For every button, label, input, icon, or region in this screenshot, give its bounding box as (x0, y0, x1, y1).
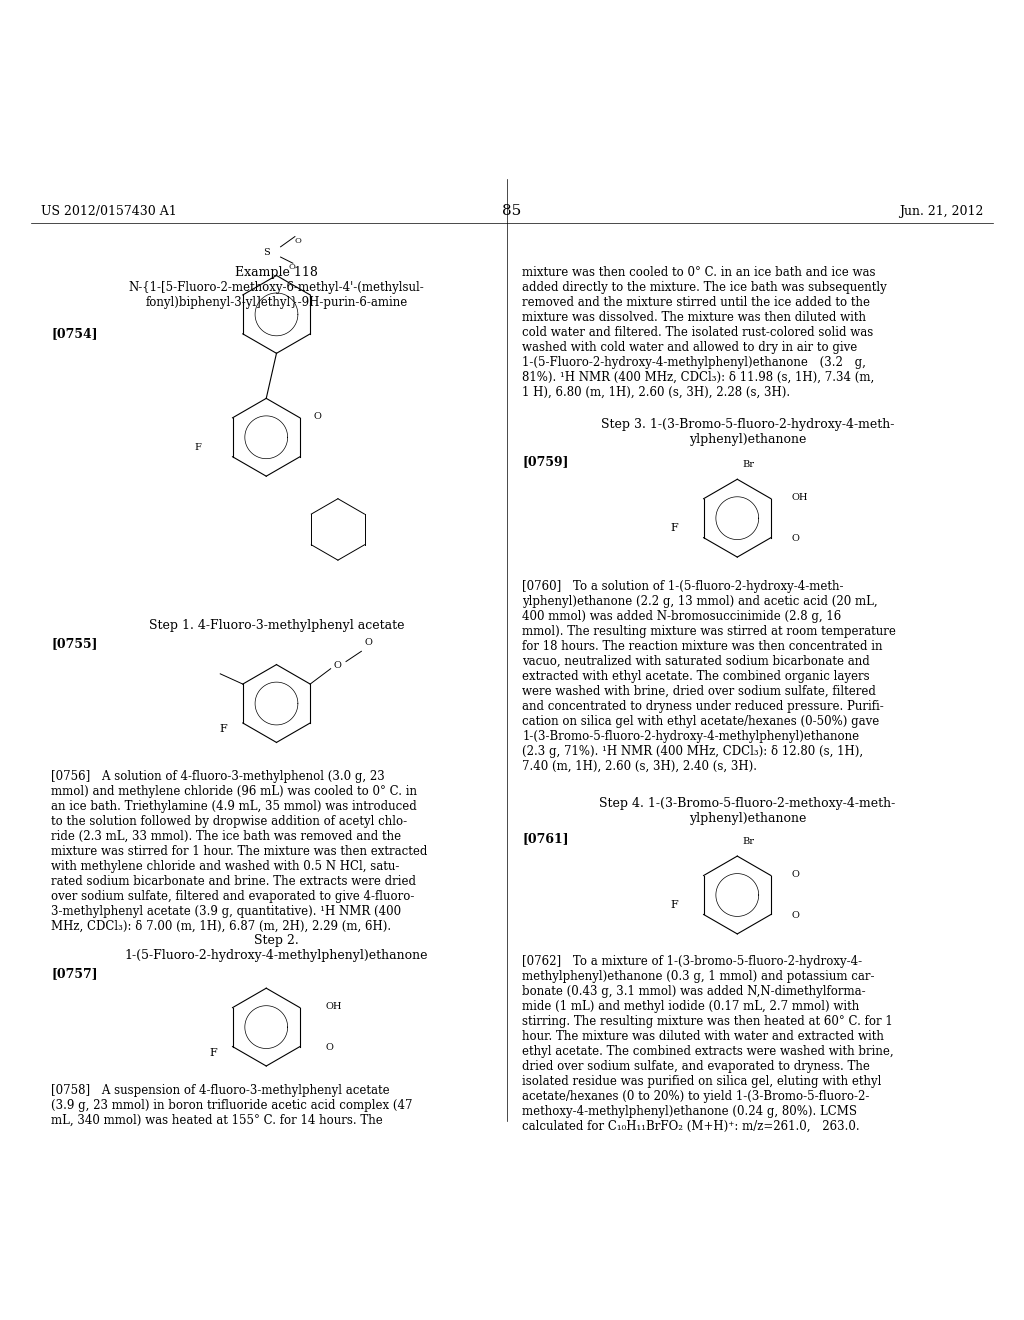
Text: [0755]: [0755] (51, 638, 97, 651)
Text: [0756] A solution of 4-fluoro-3-methylphenol (3.0 g, 23
mmol) and methylene chlo: [0756] A solution of 4-fluoro-3-methylph… (51, 770, 428, 932)
Text: [0754]: [0754] (51, 327, 98, 341)
Text: [0758] A suspension of 4-fluoro-3-methylphenyl acetate
(3.9 g, 23 mmol) in boron: [0758] A suspension of 4-fluoro-3-methyl… (51, 1084, 413, 1127)
Text: Br: Br (742, 461, 755, 469)
Text: US 2012/0157430 A1: US 2012/0157430 A1 (41, 205, 177, 218)
Text: [0762] To a mixture of 1-(3-bromo-5-fluoro-2-hydroxy-4-
methylphenyl)ethanone (0: [0762] To a mixture of 1-(3-bromo-5-fluo… (522, 954, 894, 1133)
Text: mixture was then cooled to 0° C. in an ice bath and ice was
added directly to th: mixture was then cooled to 0° C. in an i… (522, 265, 887, 399)
Text: Jun. 21, 2012: Jun. 21, 2012 (899, 205, 983, 218)
Text: O: O (792, 911, 800, 920)
Text: [0759]: [0759] (522, 455, 568, 469)
Text: F: F (219, 725, 227, 734)
Text: [0761]: [0761] (522, 832, 569, 845)
Text: OH: OH (792, 494, 808, 502)
Text: O: O (313, 412, 322, 421)
Text: OH: OH (326, 1002, 342, 1011)
Text: Example 118: Example 118 (236, 265, 317, 279)
Text: O: O (365, 638, 373, 647)
Text: Br: Br (742, 837, 755, 846)
Text: [0760] To a solution of 1-(5-fluoro-2-hydroxy-4-meth-
ylphenyl)ethanone (2.2 g, : [0760] To a solution of 1-(5-fluoro-2-hy… (522, 579, 896, 774)
Text: Step 3. 1-(3-Bromo-5-fluoro-2-hydroxy-4-meth-
ylphenyl)ethanone: Step 3. 1-(3-Bromo-5-fluoro-2-hydroxy-4-… (601, 418, 894, 446)
Text: O: O (289, 263, 296, 272)
Text: O: O (295, 236, 302, 244)
Text: N-{1-[5-Fluoro-2-methoxy-6-methyl-4'-(methylsul-
fonyl)biphenyl-3-yl]ethyl}-9H-p: N-{1-[5-Fluoro-2-methoxy-6-methyl-4'-(me… (129, 281, 424, 309)
Text: Step 1. 4-Fluoro-3-methylphenyl acetate: Step 1. 4-Fluoro-3-methylphenyl acetate (148, 619, 404, 632)
Text: O: O (334, 661, 342, 671)
Text: [0757]: [0757] (51, 968, 98, 981)
Text: O: O (792, 535, 800, 543)
Text: Step 2.
1-(5-Fluoro-2-hydroxy-4-methylphenyl)ethanone: Step 2. 1-(5-Fluoro-2-hydroxy-4-methylph… (125, 935, 428, 962)
Text: S: S (263, 248, 269, 257)
Text: O: O (792, 870, 800, 879)
Text: O: O (326, 1043, 334, 1052)
Text: F: F (670, 900, 678, 911)
Text: 85: 85 (503, 205, 521, 219)
Text: F: F (670, 524, 678, 533)
Text: F: F (195, 444, 202, 451)
Text: Step 4. 1-(3-Bromo-5-fluoro-2-methoxy-4-meth-
ylphenyl)ethanone: Step 4. 1-(3-Bromo-5-fluoro-2-methoxy-4-… (599, 797, 896, 825)
Text: F: F (209, 1048, 217, 1057)
